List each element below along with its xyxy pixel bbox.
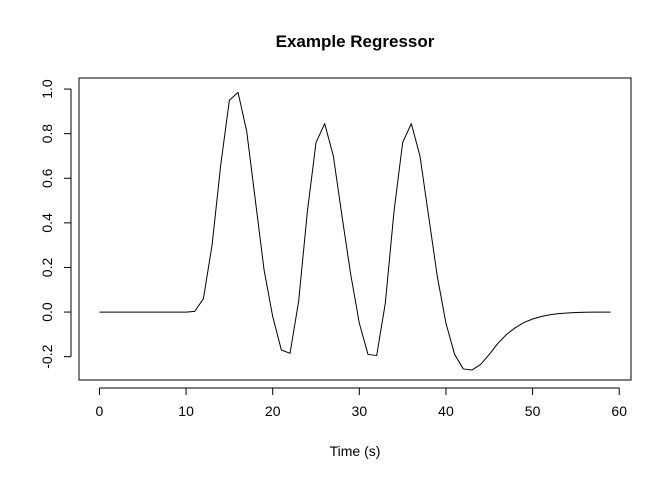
y-tick-label: -0.2 bbox=[39, 344, 55, 368]
series-group bbox=[99, 91, 611, 371]
y-axis: -0.2 0.0 0.2 0.4 0.6 0.8 1.0 bbox=[39, 79, 72, 369]
x-tick-label: 0 bbox=[96, 403, 104, 419]
x-tick-label: 50 bbox=[525, 403, 541, 419]
y-tick-label: 0.2 bbox=[39, 258, 55, 278]
y-tick-label: 1.0 bbox=[39, 79, 55, 99]
x-tick-label: 40 bbox=[438, 403, 454, 419]
x-axis-label: Time (s) bbox=[330, 443, 381, 459]
y-tick-label: 0.4 bbox=[39, 213, 55, 233]
x-tick-label: 20 bbox=[265, 403, 281, 419]
x-tick-label: 10 bbox=[178, 403, 194, 419]
y-tick-label: 0.0 bbox=[39, 302, 55, 322]
chart-title: Example Regressor bbox=[276, 32, 435, 51]
x-tick-label: 60 bbox=[611, 403, 627, 419]
plot-frame bbox=[78, 77, 632, 381]
y-tick-label: 0.6 bbox=[39, 168, 55, 188]
series-line bbox=[99, 91, 611, 371]
x-tick-label: 30 bbox=[352, 403, 368, 419]
y-tick-label: 0.8 bbox=[39, 124, 55, 144]
x-axis: 0 10 20 30 40 50 60 bbox=[96, 387, 627, 419]
